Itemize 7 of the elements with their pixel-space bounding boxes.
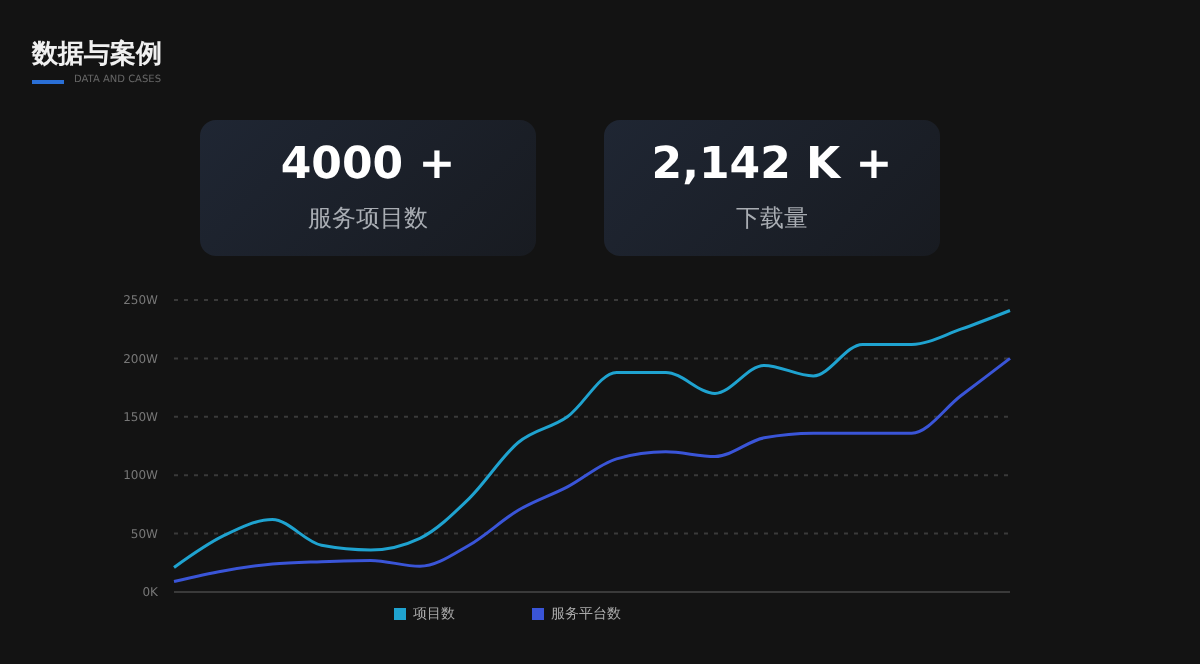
text: 4000 + [278,140,458,190]
line-series [172,309,1012,569]
text: 下载量 [734,202,810,236]
text: 2,142 K + [649,140,895,190]
line-series [172,356,1012,583]
text: 服务项目数 [306,202,430,236]
chart-title: 数据与案例 [32,37,162,72]
